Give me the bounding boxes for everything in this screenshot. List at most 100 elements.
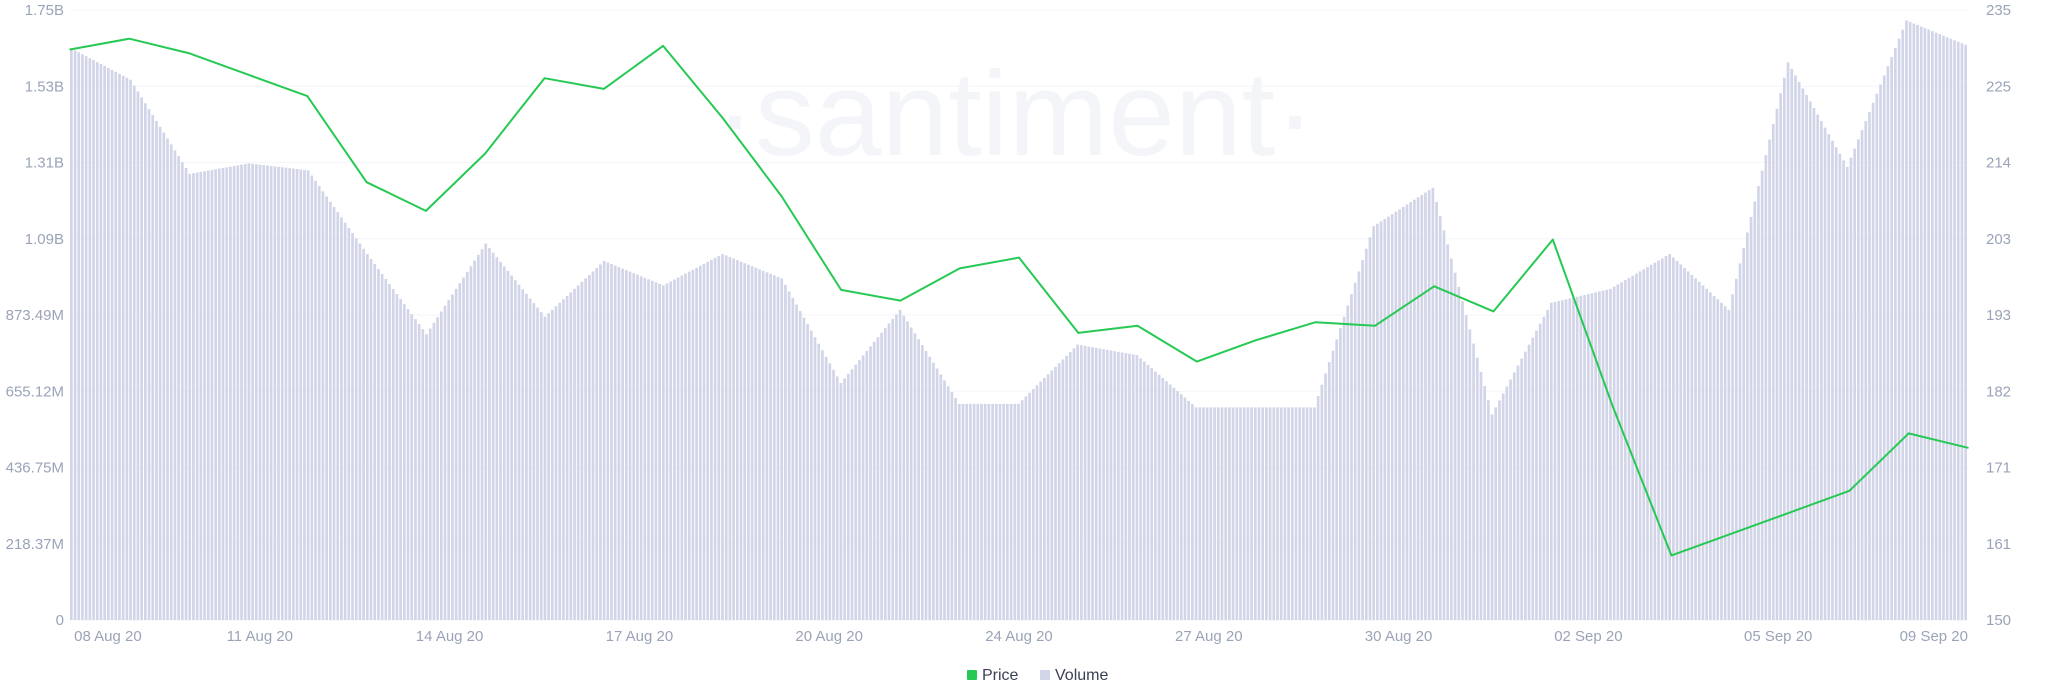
volume-bar [269,165,273,621]
volume-bar [1298,407,1302,620]
volume-bar [1516,365,1520,620]
volume-bar [665,283,669,620]
volume-bar [118,73,121,620]
volume-bar [303,169,306,620]
volume-bar [1797,81,1801,620]
price-point [1374,325,1376,327]
price-point [1077,332,1080,334]
volume-bar [1905,20,1908,620]
volume-bar [1105,349,1109,620]
volume-bar [1557,301,1561,620]
left-axis: 0 218.37M 436.75M 655.12M 873.49M 1.09B 1.31B 1… [6,2,64,629]
volume-bar [1731,294,1734,620]
volume-series [70,20,1967,621]
volume-bar [1364,248,1368,620]
volume-bar [1620,282,1623,620]
volume-bar [1535,330,1538,620]
volume-bar [898,309,902,620]
volume-bar [1028,392,1031,620]
volume-bar [647,279,650,620]
volume-bar [180,162,184,620]
volume-bar [1649,264,1653,620]
volume-bar [1879,84,1882,620]
volume-bar [144,103,147,621]
volume-bar [1475,357,1479,620]
volume-bar [129,79,132,620]
volume-bar [147,109,151,621]
x-axis-tick: 09 Sep 20 [1900,628,1968,645]
legend: Price Volume [967,667,1108,684]
volume-bar [1120,352,1124,620]
volume-bar [532,303,536,620]
volume-bar [1834,147,1838,620]
volume-bar [954,398,957,620]
volume-bar [462,277,465,620]
volume-bar [295,169,299,621]
volume-bar [1309,407,1313,620]
volume-bar [595,267,599,620]
volume-bar [203,171,206,620]
volume-bar [1949,38,1953,620]
volume-bar [132,85,136,621]
volume-bar [1128,353,1131,620]
volume-bar [550,309,554,620]
volume-bar [410,314,414,620]
volume-bar [92,60,95,621]
volume-bar [946,386,950,620]
volume-bar [724,255,728,620]
volume-bar [980,403,983,620]
volume-bar [854,364,858,620]
x-axis-tick: 02 Sep 20 [1554,628,1622,645]
volume-bar [1520,358,1524,620]
volume-bar [1875,93,1879,620]
volume-bar [1427,190,1431,621]
volume-bar [587,274,591,620]
price-point [1907,432,1910,435]
volume-bar [684,273,687,620]
volume-bar [1683,267,1686,620]
volume-bar [1738,263,1742,620]
volume-bar [1487,400,1490,620]
right-axis-tick: 161 [1986,536,2011,553]
price-point [1848,490,1851,492]
volume-bar [969,403,972,620]
x-axis-tick: 20 Aug 20 [795,628,863,645]
x-axis-tick: 30 Aug 20 [1365,628,1433,645]
volume-bar [1623,280,1627,620]
volume-bar [377,269,380,620]
price-point [425,210,427,212]
x-axis-tick: 27 Aug 20 [1175,628,1243,645]
volume-bar [1350,294,1353,620]
volume-bar [928,356,932,620]
volume-bar [1775,108,1779,620]
volume-bar [1916,25,1919,620]
volume-bar [606,262,610,620]
legend-label: Price [982,667,1019,684]
volume-bar [1638,271,1642,620]
volume-bar [1257,407,1261,620]
volume-bar [658,283,661,620]
volume-bar [1194,407,1198,620]
price-point [1136,325,1139,327]
volume-bar [476,254,480,620]
volume-bar [1176,391,1179,620]
volume-bar [284,167,288,621]
volume-bar [584,278,587,620]
volume-bar [795,304,798,620]
volume-bar [661,285,665,620]
volume-bar [495,257,499,620]
volume-bar [1187,400,1191,620]
volume-bar [1135,355,1139,620]
volume-bar [1757,186,1760,620]
volume-bar [70,48,73,620]
volume-bar [1220,407,1224,620]
volume-bar [965,403,969,620]
price-point [247,73,249,76]
volume-bar [1031,389,1035,620]
volume-bar [155,120,158,620]
volume-bar [177,156,180,620]
volume-bar [932,362,935,620]
volume-bar [169,144,173,621]
volume-bar [787,291,791,620]
